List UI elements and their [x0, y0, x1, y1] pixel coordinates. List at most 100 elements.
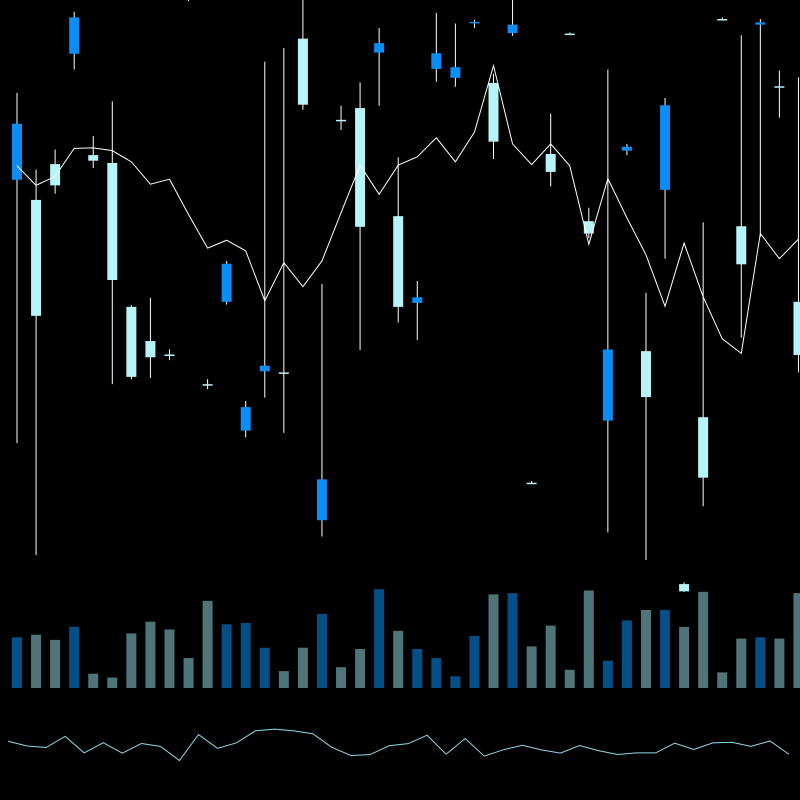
volume-bar	[107, 677, 118, 688]
candle-body	[640, 351, 651, 398]
candle	[698, 222, 709, 507]
volume-bar	[355, 649, 366, 688]
candle-body	[793, 301, 800, 356]
candle-body	[259, 365, 270, 372]
candle	[88, 136, 99, 168]
volume-bar	[240, 623, 251, 688]
candle-body	[31, 199, 42, 316]
candle	[69, 11, 80, 70]
candle	[145, 297, 156, 378]
candle	[107, 101, 118, 385]
candle	[564, 32, 575, 36]
candle	[336, 105, 347, 130]
volume-bar	[278, 671, 289, 688]
volume-bar	[679, 626, 690, 688]
candle	[374, 28, 385, 106]
volume-bar	[202, 600, 213, 688]
candle	[259, 61, 270, 398]
candle-body	[660, 105, 671, 190]
volume-bar	[393, 630, 404, 688]
volume-bar	[88, 673, 99, 688]
candle	[545, 113, 556, 187]
volume-bar	[526, 646, 537, 688]
candle-body	[12, 123, 22, 180]
candle-body	[240, 407, 251, 431]
candle-body	[164, 354, 175, 356]
candle	[793, 77, 800, 373]
volume-bar	[583, 590, 594, 688]
indicator-layer	[7, 728, 790, 762]
volume-bar	[145, 621, 156, 688]
candle	[164, 349, 175, 361]
candle-body	[316, 479, 327, 521]
moving-average-line	[16, 63, 799, 355]
candle-body	[412, 297, 423, 303]
candles-layer	[12, 0, 800, 592]
volume-bar	[374, 589, 385, 688]
candle	[679, 582, 690, 592]
candle	[412, 281, 423, 340]
indicator-line	[7, 728, 790, 762]
candle-body	[602, 349, 613, 421]
candle-body	[583, 221, 594, 234]
volume-bar	[31, 634, 42, 688]
volume-layer	[12, 589, 800, 688]
candle-body	[145, 341, 156, 358]
volume-bar	[717, 672, 728, 688]
volume-bar	[126, 633, 137, 688]
candle	[31, 169, 42, 555]
volume-bar	[602, 660, 613, 688]
candle-body	[698, 417, 709, 478]
candle	[450, 23, 461, 87]
candle-body	[126, 306, 137, 377]
candle-body	[88, 155, 99, 161]
volume-bar	[450, 676, 461, 688]
volume-bar	[755, 637, 766, 688]
candle-body	[278, 372, 289, 374]
candle	[488, 73, 499, 160]
candle-body	[736, 226, 747, 265]
candle	[774, 70, 785, 118]
volume-bar	[488, 594, 499, 688]
volume-bar	[431, 658, 442, 688]
candle	[526, 481, 537, 485]
candle-body	[774, 86, 785, 88]
candle	[469, 19, 480, 28]
candle	[393, 157, 404, 323]
candle	[755, 19, 766, 237]
volume-bar	[412, 649, 423, 688]
volume-bar	[793, 593, 800, 688]
volume-bar	[469, 636, 480, 688]
candle	[316, 283, 327, 537]
moving-average-layer	[16, 63, 799, 355]
candle	[507, 0, 518, 36]
candle	[240, 400, 251, 438]
volume-bar	[221, 624, 232, 688]
candle	[640, 292, 651, 560]
candle	[221, 260, 232, 305]
candle-body	[50, 164, 61, 186]
candle	[12, 92, 22, 443]
candle	[717, 17, 728, 21]
volume-bar	[336, 667, 347, 688]
volume-bar	[50, 639, 61, 688]
volume-bar	[297, 647, 308, 688]
candle-body	[355, 108, 366, 227]
candle-body	[374, 43, 385, 53]
candle	[583, 207, 594, 238]
candle-body	[469, 21, 480, 24]
candle-body	[755, 22, 766, 25]
candle	[355, 82, 366, 350]
volume-bar	[316, 613, 327, 688]
candle-body	[221, 263, 232, 302]
candle-body	[564, 33, 575, 36]
volume-bar	[774, 638, 785, 688]
candle	[621, 143, 632, 156]
candle-body	[450, 67, 461, 78]
volume-bar	[183, 658, 194, 688]
volume-bar	[259, 647, 270, 688]
candle-body	[488, 82, 499, 142]
candle-body	[621, 146, 632, 151]
candle	[736, 35, 747, 338]
